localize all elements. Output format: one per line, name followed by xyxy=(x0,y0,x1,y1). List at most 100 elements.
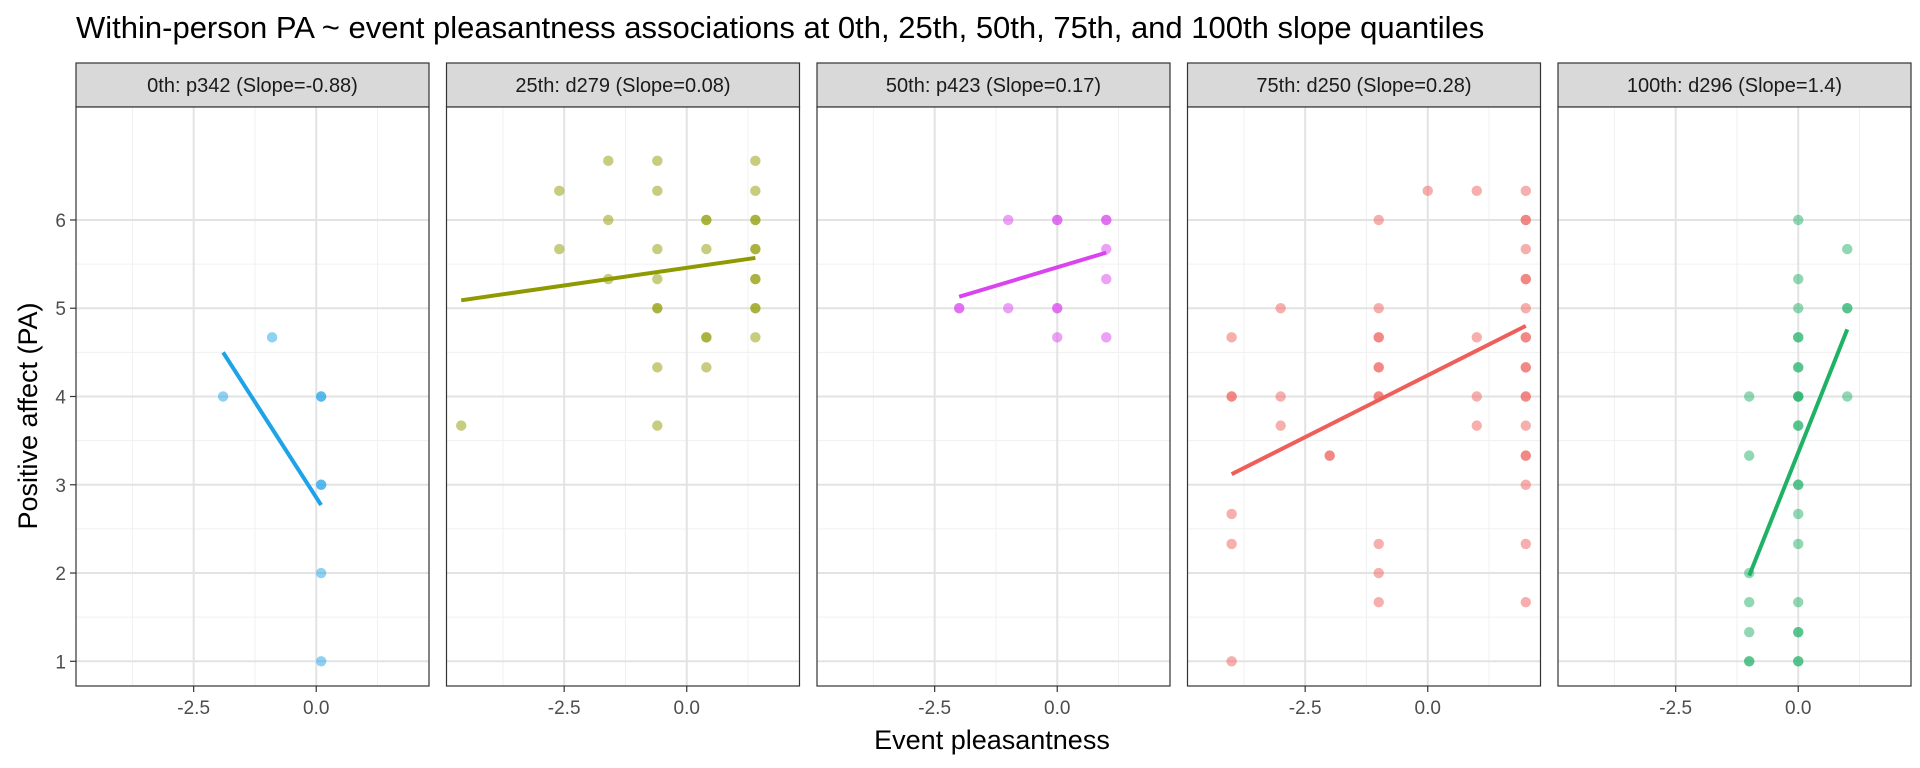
data-point xyxy=(750,303,761,314)
regression-line xyxy=(460,255,756,303)
x-tick-label: -2.5 xyxy=(548,698,581,719)
data-point xyxy=(1226,508,1237,520)
data-point xyxy=(1052,303,1063,314)
data-point xyxy=(1744,596,1755,608)
data-point xyxy=(1003,214,1014,226)
data-point xyxy=(1744,391,1755,402)
data-point xyxy=(750,185,761,197)
data-point xyxy=(652,420,663,431)
data-point xyxy=(1793,273,1804,285)
data-point xyxy=(1275,391,1286,402)
data-point xyxy=(1422,185,1433,197)
data-point xyxy=(1226,391,1237,402)
data-point xyxy=(1793,596,1804,608)
data-point xyxy=(554,185,565,197)
data-point xyxy=(750,243,761,255)
facet-strip-label: 100th: d296 (Slope=1.4) xyxy=(1627,75,1842,97)
data-point xyxy=(750,273,761,285)
data-point xyxy=(315,479,327,490)
data-point xyxy=(1373,567,1384,579)
facet-strip-label: 25th: d279 (Slope=0.08) xyxy=(515,75,730,97)
data-point xyxy=(1842,391,1853,402)
facet-panel: 100th: d296 (Slope=1.4) -2.5 0.0 xyxy=(1557,62,1912,719)
data-point xyxy=(1373,303,1384,314)
data-point xyxy=(750,332,761,343)
panel-border xyxy=(1557,106,1912,687)
data-point xyxy=(750,214,761,226)
facet-panel: 0th: p342 (Slope=-0.88) -2.5 0.0 xyxy=(75,62,430,719)
data-point xyxy=(1744,626,1755,638)
data-point xyxy=(1520,273,1531,285)
chart-title: Within-person PA ~ event pleasantness as… xyxy=(76,10,1484,45)
data-point xyxy=(701,243,712,255)
data-point xyxy=(1471,332,1482,343)
data-point xyxy=(1842,303,1853,314)
data-point xyxy=(1373,596,1384,608)
facet-strip xyxy=(445,62,801,108)
data-point xyxy=(1226,538,1237,550)
data-point xyxy=(1101,273,1112,285)
data-point xyxy=(1744,656,1755,667)
data-point xyxy=(1793,214,1804,226)
x-tick-label: -2.5 xyxy=(177,698,210,719)
data-point xyxy=(1520,243,1531,255)
x-tick-label: 0.0 xyxy=(674,698,700,719)
panel-border xyxy=(1186,106,1542,687)
data-point xyxy=(315,567,327,579)
data-point xyxy=(652,273,663,285)
data-point xyxy=(603,155,614,167)
y-tick-label: 2 xyxy=(55,564,66,585)
data-point xyxy=(1003,303,1014,314)
data-point xyxy=(1793,508,1804,520)
facet-strip-label: 0th: p342 (Slope=-0.88) xyxy=(147,75,358,97)
facet-panel: 75th: d250 (Slope=0.28) -2.5 0.0 xyxy=(1186,62,1542,719)
facet-strip xyxy=(1186,62,1542,108)
data-point xyxy=(1275,303,1286,314)
data-point xyxy=(1793,332,1804,343)
facet-panel: 25th: d279 (Slope=0.08) -2.5 0.0 xyxy=(445,62,801,719)
data-point xyxy=(1520,214,1531,226)
facet-panel: 50th: p423 (Slope=0.17) -2.5 0.0 xyxy=(816,62,1171,719)
data-point xyxy=(1471,391,1482,402)
y-tick-label: 5 xyxy=(55,299,66,320)
y-tick-label: 3 xyxy=(55,476,66,497)
data-point xyxy=(1793,362,1804,373)
y-tick-label: 1 xyxy=(55,652,66,673)
data-point xyxy=(652,362,663,373)
data-point xyxy=(1101,332,1112,343)
x-tick-label: 0.0 xyxy=(1415,698,1441,719)
data-point xyxy=(1520,303,1531,314)
data-point xyxy=(1471,420,1482,431)
data-point xyxy=(1520,479,1531,490)
panel-border xyxy=(445,106,801,687)
x-axis-title: Event pleasantness xyxy=(874,725,1110,755)
data-point xyxy=(1373,214,1384,226)
data-point xyxy=(1842,243,1853,255)
data-point xyxy=(1226,332,1237,343)
data-point xyxy=(750,155,761,167)
data-point xyxy=(1793,626,1804,638)
regression-line xyxy=(958,250,1107,299)
x-tick-label: 0.0 xyxy=(303,698,329,719)
facet-strip-label: 50th: p423 (Slope=0.17) xyxy=(886,75,1101,97)
facet-strip xyxy=(816,62,1171,108)
panel-border xyxy=(816,106,1171,687)
data-point xyxy=(701,362,712,373)
data-point xyxy=(1520,185,1531,197)
data-point xyxy=(1793,656,1804,667)
regression-line xyxy=(1230,324,1527,476)
data-point xyxy=(701,332,712,343)
data-point xyxy=(701,214,712,226)
data-point xyxy=(315,391,327,402)
data-point xyxy=(1520,596,1531,608)
data-point xyxy=(1793,303,1804,314)
y-axis: 1 2 3 4 5 6 xyxy=(55,211,76,673)
data-point xyxy=(652,185,663,197)
y-tick-label: 6 xyxy=(55,211,66,232)
data-point xyxy=(1520,538,1531,550)
y-axis-title: Positive affect (PA) xyxy=(13,302,43,529)
data-point xyxy=(1275,420,1286,431)
regression-line xyxy=(1747,328,1850,577)
